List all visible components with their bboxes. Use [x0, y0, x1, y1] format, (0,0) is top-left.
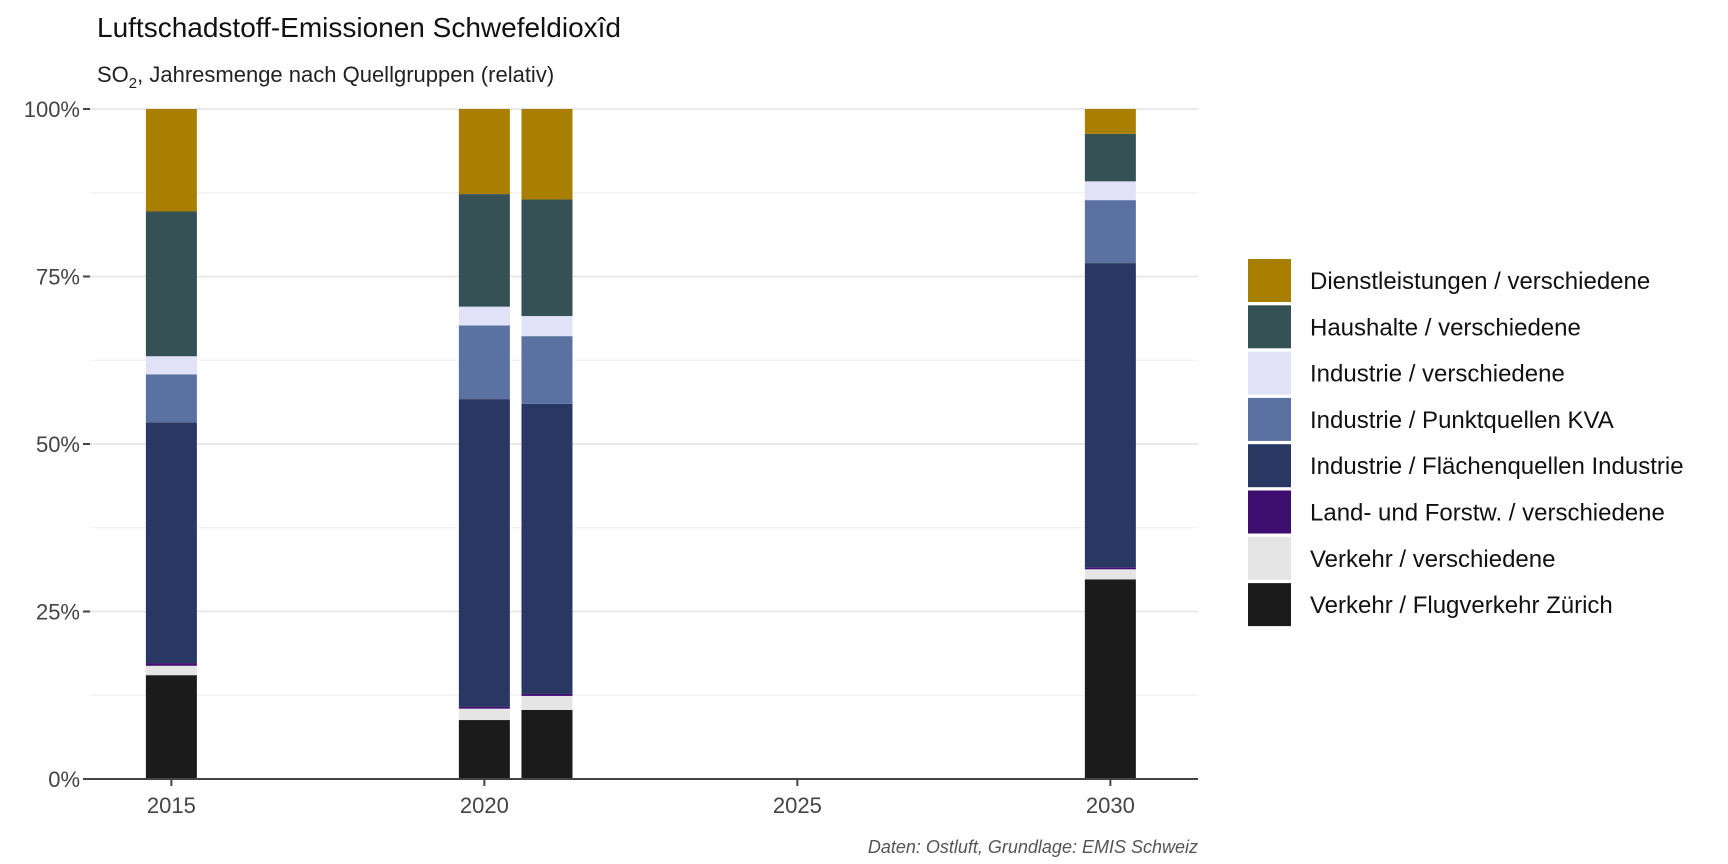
bar-segment [458, 109, 510, 195]
bar-segment [458, 306, 510, 326]
bar-segment [1084, 569, 1136, 580]
bar-segment [521, 403, 573, 694]
bar-segment [1084, 109, 1136, 134]
legend-key [1248, 583, 1291, 627]
chart-subtitle: SO2, Jahresmenge nach Quellgruppen (rela… [97, 62, 554, 92]
y-tick-label: 100% [24, 97, 80, 122]
bar-segment [521, 316, 573, 337]
bar-segment [1084, 263, 1136, 568]
y-tick-label: 25% [36, 600, 80, 625]
subtitle-prefix: SO [97, 62, 129, 87]
bar-segment [145, 675, 197, 779]
subtitle-rest: , Jahresmenge nach Quellgruppen (relativ… [137, 62, 554, 87]
legend-key [1248, 536, 1291, 580]
legend-key [1248, 305, 1291, 349]
chart-caption: Daten: Ostluft, Grundlage: EMIS Schweiz [868, 837, 1198, 857]
legend-label: Verkehr / verschiedene [1310, 546, 1555, 573]
bar-segment [1084, 181, 1136, 201]
legend-label: Industrie / Flächenquellen Industrie [1310, 453, 1684, 480]
bar-segment [458, 325, 510, 400]
bar-segment [458, 194, 510, 307]
bar-segment [145, 663, 197, 666]
bar-segment [521, 336, 573, 404]
bars [145, 109, 1136, 779]
bar-segment [458, 720, 510, 779]
legend-label: Haushalte / verschiedene [1310, 314, 1581, 341]
chart-title: Luftschadstoff-Emissionen Schwefeldioxîd [97, 12, 621, 43]
legend-label: Industrie / Punktquellen KVA [1310, 407, 1614, 434]
legend: Dienstleistungen / verschiedene Haushalte… [1248, 259, 1684, 627]
bar-segment [145, 211, 197, 357]
legend-key [1248, 397, 1291, 441]
bar-segment [145, 665, 197, 676]
bar-segment [521, 693, 573, 696]
bar-segment [1084, 200, 1136, 264]
bar-segment [458, 399, 510, 707]
bar-segment [145, 374, 197, 423]
x-tick-label: 2020 [460, 793, 509, 818]
legend-key [1248, 351, 1291, 395]
y-tick-label: 75% [36, 265, 80, 290]
bar-segment [1084, 133, 1136, 182]
legend-label: Land- und Forstw. / verschiedene [1310, 500, 1665, 527]
bar-segment [1084, 567, 1136, 570]
y-tick-label: 50% [36, 432, 80, 457]
bar-segment [1084, 579, 1136, 779]
legend-key [1248, 444, 1291, 488]
legend-label: Industrie / verschiedene [1310, 361, 1565, 388]
x-tick-label: 2015 [147, 793, 196, 818]
bar-segment [458, 706, 510, 709]
bar-segment [145, 422, 197, 664]
bar-segment [145, 109, 197, 212]
subtitle-subscript: 2 [129, 75, 137, 92]
bar-segment [521, 199, 573, 317]
bar-segment [458, 708, 510, 721]
gridlines [90, 108, 1198, 780]
bar-segment [521, 709, 573, 779]
bar-segment [521, 695, 573, 710]
bar-segment [145, 356, 197, 375]
x-tick-label: 2025 [773, 793, 822, 818]
bar-segment [521, 109, 573, 200]
legend-key [1248, 490, 1291, 534]
legend-key [1248, 259, 1291, 302]
y-tick-label: 0% [48, 767, 80, 792]
legend-label: Verkehr / Flugverkehr Zürich [1310, 592, 1613, 619]
x-tick-label: 2030 [1086, 793, 1135, 818]
axes: 0% 25% 50% 75% 100% 2015 2020 2025 2030 [24, 97, 1198, 818]
legend-label: Dienstleistungen / verschiedene [1310, 268, 1650, 295]
